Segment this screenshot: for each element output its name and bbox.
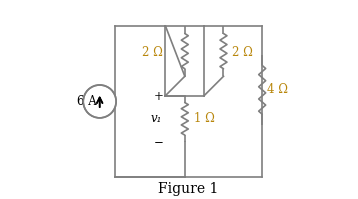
Text: 2 Ω: 2 Ω [142,46,163,59]
Text: 4 Ω: 4 Ω [267,83,288,96]
Text: 2 Ω: 2 Ω [232,46,253,59]
Text: −: − [154,135,164,148]
Text: v₁: v₁ [150,112,162,125]
Text: +: + [154,90,164,103]
Text: 6 A: 6 A [77,95,97,108]
Text: Figure 1: Figure 1 [159,182,219,196]
Circle shape [83,85,116,118]
Text: 1 Ω: 1 Ω [194,112,214,125]
